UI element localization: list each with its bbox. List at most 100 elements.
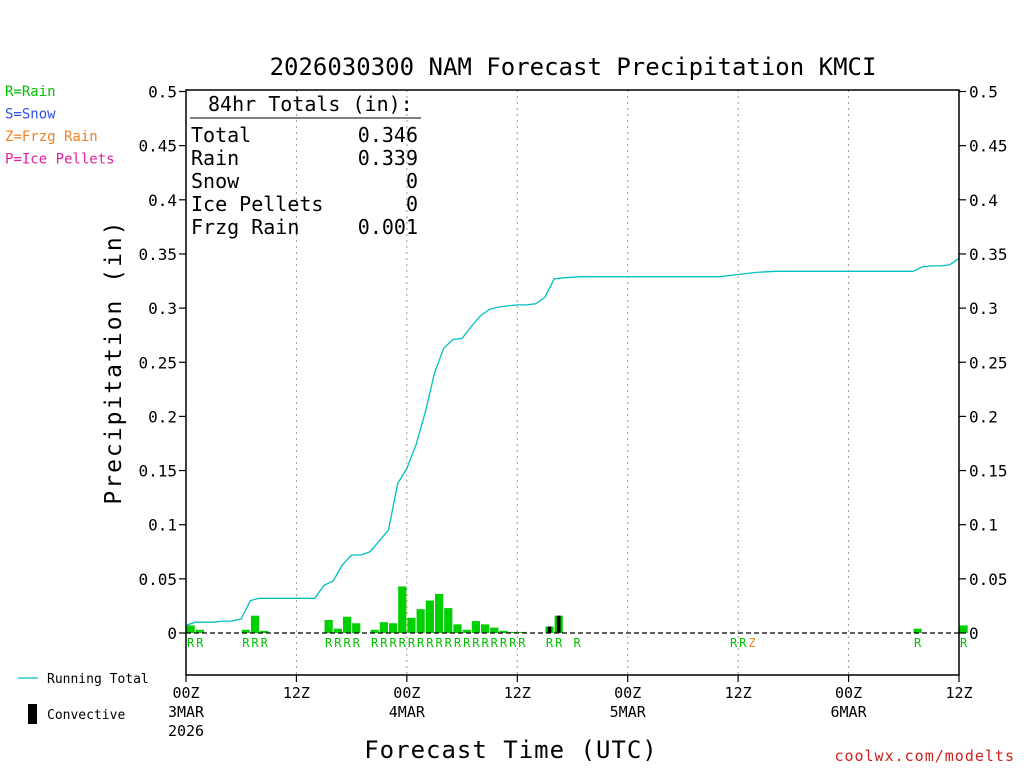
- precip-bar: [508, 631, 517, 633]
- x-tick-label: 00Z: [614, 684, 641, 702]
- convective-bars: [547, 615, 561, 633]
- totals-row-label: Total: [191, 123, 251, 147]
- y-tick-label: 0.05: [138, 570, 177, 589]
- precip-bar: [388, 623, 398, 633]
- y-tick-label: 0.4: [148, 191, 177, 210]
- y-axis-left: 0 0.05 0.1 0.15 0.2 0.25 0.3 0.35 0.4 0.45 0.5: [138, 83, 186, 643]
- precip-type-marker: R: [454, 636, 462, 650]
- precip-bar: [398, 586, 407, 633]
- precip-type-marker: R: [380, 636, 388, 650]
- precip-bar: [416, 609, 425, 633]
- precip-type-marker: R: [187, 636, 195, 650]
- precip-type-legend-item: R=Rain: [5, 84, 56, 100]
- precip-bar: [352, 623, 361, 633]
- x-axis-label: Forecast Time (UTC): [364, 736, 658, 764]
- totals-row-label: Snow: [191, 169, 240, 193]
- y-tick-label: 0.15: [138, 462, 177, 481]
- precip-type-marker: R: [555, 636, 563, 650]
- convective-bar: [556, 615, 561, 633]
- totals-row-value: 0.001: [358, 215, 418, 239]
- precip-bar: [333, 628, 342, 633]
- convective-bar: [547, 626, 552, 633]
- precip-bar: [434, 594, 444, 633]
- totals-row-value: 0: [406, 169, 418, 193]
- precip-type-marker: R: [500, 636, 508, 650]
- y-tick-label: 0.25: [138, 353, 177, 372]
- precip-type-marker: R: [251, 636, 259, 650]
- precip-type-marker: R: [399, 636, 407, 650]
- precip-bar: [471, 621, 480, 633]
- y-tick-label: 0.45: [138, 137, 177, 156]
- precip-type-marker: R: [417, 636, 425, 650]
- precip-bar: [462, 629, 471, 633]
- precip-type-marker: R: [914, 636, 922, 650]
- precip-bar: [913, 628, 922, 633]
- x-tick-label: 12Z: [504, 684, 531, 702]
- y-tick-label: 0.4: [969, 191, 998, 210]
- y-tick-label: 0: [167, 624, 177, 643]
- running-total-line: [185, 257, 960, 627]
- precip-type-marker: R: [371, 636, 379, 650]
- precip-bar: [517, 631, 526, 633]
- totals-row-value: 0: [406, 192, 418, 216]
- y-tick-label: 0.35: [969, 245, 1008, 264]
- x-tick-label: 00Z: [393, 684, 420, 702]
- x-tick-label: 3MAR: [168, 703, 205, 721]
- precip-bars: [186, 586, 968, 633]
- precip-type-marker: R: [389, 636, 397, 650]
- precip-bar: [425, 600, 434, 633]
- y-tick-label: 0.1: [148, 516, 177, 535]
- precip-type-marker: R: [445, 636, 453, 650]
- precip-type-marker: R: [463, 636, 471, 650]
- precip-type-marker: R: [491, 636, 499, 650]
- series-legend-label: Convective: [47, 708, 125, 723]
- y-tick-label: 0.3: [148, 299, 177, 318]
- precip-type-marker: R: [739, 636, 747, 650]
- precip-bar: [186, 625, 195, 633]
- precip-type-marker: Z: [748, 636, 755, 650]
- series-legend: Running Total Convective: [18, 672, 149, 724]
- convective-legend-swatch: [28, 704, 37, 724]
- totals-row-label: Rain: [191, 146, 239, 170]
- y-axis-right: 0 0.05 0.1 0.15 0.2 0.25 0.3 0.35 0.4 0.45 0.5: [959, 83, 1008, 643]
- precip-type-legend-item: S=Snow: [5, 107, 56, 123]
- y-tick-label: 0.1: [969, 516, 998, 535]
- totals-row-value: 0.346: [358, 123, 418, 147]
- x-tick-label: 00Z: [172, 684, 199, 702]
- x-tick-label: 12Z: [725, 684, 752, 702]
- totals-box: 84hr Totals (in): Total 0.346 Rain 0.339 Snow…: [190, 92, 421, 239]
- precip-bar: [490, 627, 499, 633]
- precip-type-marker: R: [261, 636, 269, 650]
- totals-row-label: Frzg Rain: [191, 215, 299, 239]
- precip-bar: [324, 620, 333, 633]
- x-tick-label: 00Z: [835, 684, 862, 702]
- y-tick-label: 0.2: [148, 407, 177, 426]
- y-axis-label: Precipitation (in): [101, 219, 127, 504]
- x-tick-label: 4MAR: [389, 703, 426, 721]
- grid: [295, 90, 850, 675]
- precip-bar: [499, 630, 508, 633]
- precip-bar: [250, 615, 260, 633]
- y-tick-label: 0: [969, 624, 979, 643]
- precip-bar: [342, 616, 352, 633]
- y-tick-label: 0.5: [969, 83, 998, 102]
- y-tick-label: 0.5: [148, 83, 177, 102]
- chart-title: 2026030300 NAM Forecast Precipitation KM…: [270, 53, 877, 81]
- precip-type-marker: R: [481, 636, 489, 650]
- y-tick-label: 0.35: [138, 245, 177, 264]
- precip-bar: [959, 625, 968, 633]
- precip-type-marker: R: [960, 636, 968, 650]
- precip-bar: [453, 624, 462, 633]
- precip-type-marker: R: [574, 636, 582, 650]
- precip-bar: [195, 629, 204, 633]
- x-tick-label: 5MAR: [610, 703, 647, 721]
- precip-type-legend: R=Rain S=Snow Z=Frzg Rain P=Ice Pellets: [5, 84, 115, 168]
- precip-bar: [407, 617, 416, 633]
- precip-bar: [370, 629, 379, 633]
- precip-type-marker: R: [325, 636, 333, 650]
- x-tick-label: 12Z: [283, 684, 310, 702]
- precip-type-marker: R: [730, 636, 738, 650]
- y-tick-label: 0.15: [969, 462, 1008, 481]
